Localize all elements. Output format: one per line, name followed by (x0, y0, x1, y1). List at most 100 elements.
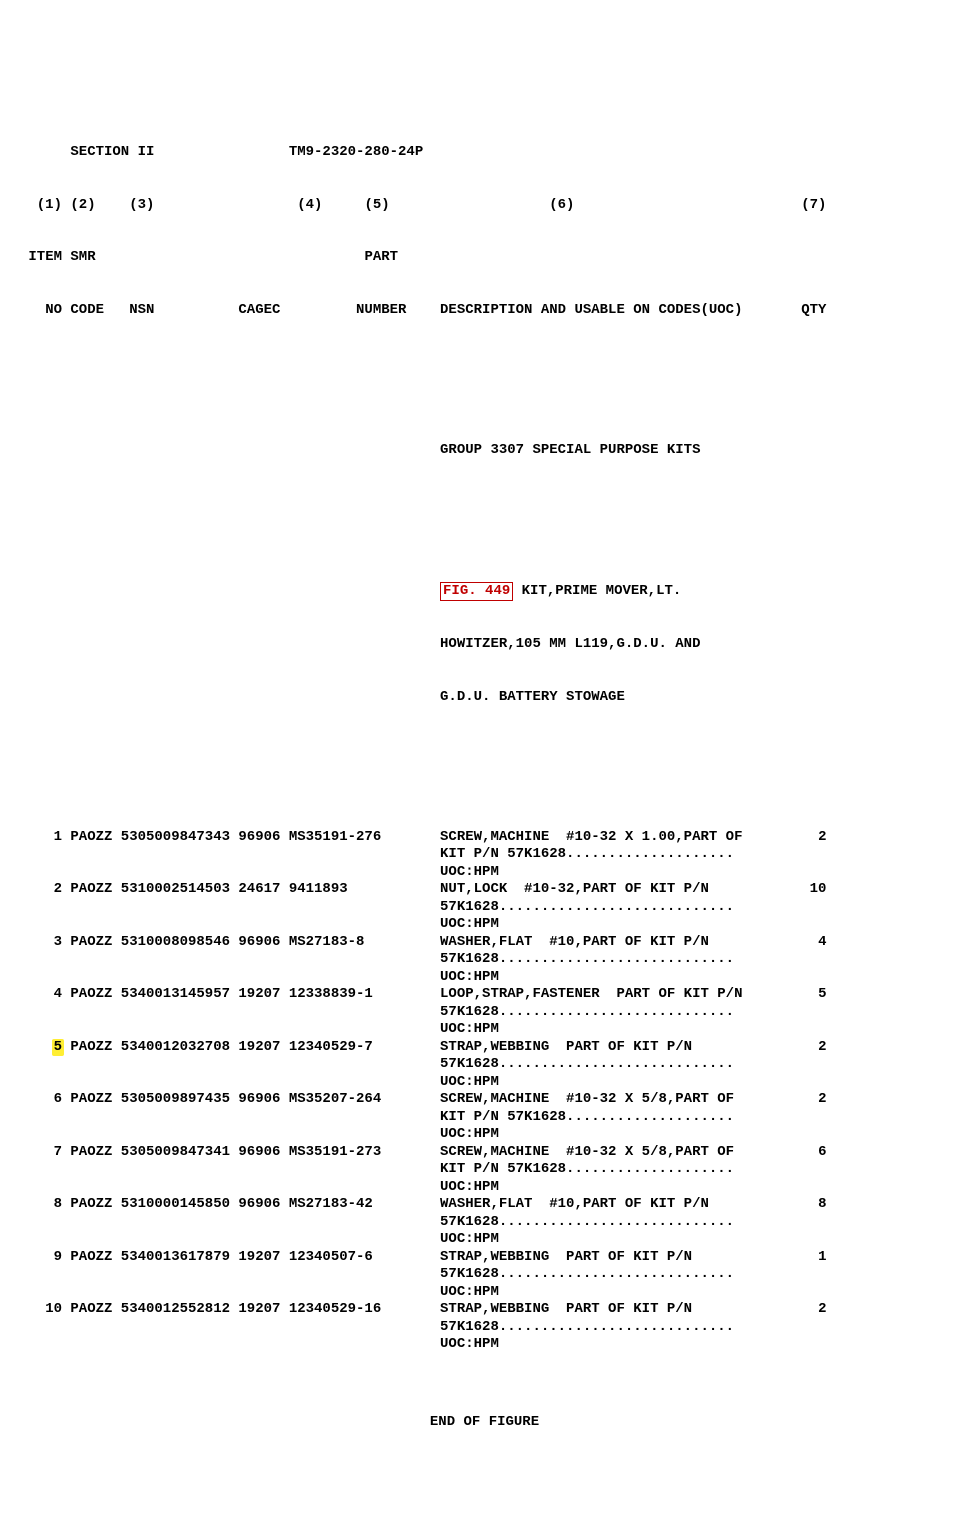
description-line: 57K1628............................ (423, 899, 793, 917)
part-number: 12340529-16 (289, 1301, 423, 1319)
nsn-value: 5305009847341 (121, 1144, 239, 1162)
uoc-value: UOC:HPM (423, 1074, 793, 1092)
item-number: 3 (20, 934, 70, 952)
smr-code: PAOZZ (70, 986, 120, 1004)
label-part: PART (364, 249, 398, 265)
cagec-value: 96906 (238, 1144, 288, 1162)
table-row: 7PAOZZ530500984734196906MS35191-273SCREW… (20, 1144, 949, 1162)
uoc-value: UOC:HPM (423, 1284, 793, 1302)
smr-code: PAOZZ (70, 1249, 120, 1267)
fig-line-2: HOWITZER,105 MM L119,G.D.U. AND (20, 636, 949, 654)
part-number: MS27183-8 (289, 934, 423, 952)
qty-value: 8 (793, 1196, 827, 1214)
table-row-continuation: 57K1628............................ (20, 1319, 949, 1337)
label-code: CODE (70, 302, 120, 320)
description-line: STRAP,WEBBING PART OF KIT P/N (423, 1249, 793, 1267)
table-row-continuation: 57K1628............................ (20, 1056, 949, 1074)
fig-desc-2: HOWITZER,105 MM L119,G.D.U. AND (423, 636, 793, 654)
uoc-line: UOC:HPM (20, 1126, 949, 1144)
smr-code: PAOZZ (70, 881, 120, 899)
table-row: 2PAOZZ5310002514503246179411893NUT,LOCK … (20, 881, 949, 899)
col-num-5: (5) (364, 197, 389, 213)
uoc-line: UOC:HPM (20, 864, 949, 882)
cagec-value: 96906 (238, 934, 288, 952)
part-number: MS35207-264 (289, 1091, 423, 1109)
part-number: MS35191-273 (289, 1144, 423, 1162)
part-number: MS35191-276 (289, 829, 423, 847)
uoc-value: UOC:HPM (423, 1231, 793, 1249)
uoc-value: UOC:HPM (423, 916, 793, 934)
label-no: NO (20, 302, 70, 320)
nsn-value: 5340012552812 (121, 1301, 239, 1319)
description-line: 57K1628............................ (423, 1004, 793, 1022)
table-row-continuation: KIT P/N 57K1628.................... (20, 846, 949, 864)
fig-reference[interactable]: FIG. 449 (440, 582, 513, 602)
blank-line (20, 512, 949, 530)
label-item: ITEM (20, 249, 70, 267)
section-label: SECTION II (70, 144, 120, 162)
cagec-value: 19207 (238, 1249, 288, 1267)
label-nsn: NSN (129, 302, 154, 318)
label-cagec: CAGEC (238, 302, 288, 320)
uoc-line: UOC:HPM (20, 1074, 949, 1092)
blank-line (20, 759, 949, 777)
table-row: 6PAOZZ530500989743596906MS35207-264SCREW… (20, 1091, 949, 1109)
label-description: DESCRIPTION AND USABLE ON CODES(UOC) (423, 302, 793, 320)
uoc-value: UOC:HPM (423, 1336, 793, 1354)
end-of-figure: END OF FIGURE (20, 1414, 949, 1432)
qty-value: 2 (793, 1091, 827, 1109)
description-line: SCREW,MACHINE #10-32 X 5/8,PART OF (423, 1144, 793, 1162)
item-number: 2 (20, 881, 70, 899)
manual-number: TM9-2320-280-24P (289, 144, 423, 162)
highlight-marker: 5 (52, 1039, 64, 1057)
part-number: 9411893 (289, 881, 423, 899)
item-number: 1 (20, 829, 70, 847)
uoc-value: UOC:HPM (423, 1021, 793, 1039)
item-number: 6 (20, 1091, 70, 1109)
col-num-3: (3) (129, 197, 154, 213)
item-number: 7 (20, 1144, 70, 1162)
blank-line (20, 372, 949, 390)
part-number: 12340529-7 (289, 1039, 423, 1057)
group-line-row: GROUP 3307 SPECIAL PURPOSE KITS (20, 442, 949, 460)
nsn-value: 5340013145957 (121, 986, 239, 1004)
table-row-continuation: 57K1628............................ (20, 899, 949, 917)
uoc-line: UOC:HPM (20, 1021, 949, 1039)
cagec-value: 19207 (238, 986, 288, 1004)
fig-desc-3: G.D.U. BATTERY STOWAGE (423, 689, 793, 707)
header-line-1: SECTION II TM9-2320-280-24P (20, 144, 949, 162)
uoc-line: UOC:HPM (20, 969, 949, 987)
qty-value: 1 (793, 1249, 827, 1267)
uoc-line: UOC:HPM (20, 1231, 949, 1249)
part-number: MS27183-42 (289, 1196, 423, 1214)
description-line: NUT,LOCK #10-32,PART OF KIT P/N (423, 881, 793, 899)
table-row-continuation: 57K1628............................ (20, 1004, 949, 1022)
description-line: 57K1628............................ (423, 1214, 793, 1232)
cagec-value: 96906 (238, 1196, 288, 1214)
label-qty: QTY (793, 302, 827, 320)
nsn-value: 5305009847343 (121, 829, 239, 847)
parts-listing-page: SECTION II TM9-2320-280-24P (1)(2) (3) (4… (20, 74, 949, 1449)
table-row: 4PAOZZ53400131459571920712338839-1LOOP,S… (20, 986, 949, 1004)
qty-value: 4 (793, 934, 827, 952)
nsn-value: 5310000145850 (121, 1196, 239, 1214)
smr-code: PAOZZ (70, 1091, 120, 1109)
uoc-line: UOC:HPM (20, 916, 949, 934)
description-line: 57K1628............................ (423, 1056, 793, 1074)
table-row: 8PAOZZ531000014585096906MS27183-42WASHER… (20, 1196, 949, 1214)
item-number: 10 (20, 1301, 70, 1319)
item-number: 5 (20, 1039, 70, 1057)
header-col-numbers: (1)(2) (3) (4) (5) (6)(7) (20, 197, 949, 215)
uoc-value: UOC:HPM (423, 1179, 793, 1197)
smr-code: PAOZZ (70, 1144, 120, 1162)
header-labels-1: ITEMSMR PART (20, 249, 949, 267)
description-line: 57K1628............................ (423, 1319, 793, 1337)
col-num-1: (1) (20, 197, 70, 215)
item-number: 4 (20, 986, 70, 1004)
table-row-continuation: KIT P/N 57K1628.................... (20, 1161, 949, 1179)
uoc-line: UOC:HPM (20, 1179, 949, 1197)
smr-code: PAOZZ (70, 1301, 120, 1319)
nsn-value: 5340013617879 (121, 1249, 239, 1267)
nsn-value: 5310002514503 (121, 881, 239, 899)
nsn-value: 5340012032708 (121, 1039, 239, 1057)
